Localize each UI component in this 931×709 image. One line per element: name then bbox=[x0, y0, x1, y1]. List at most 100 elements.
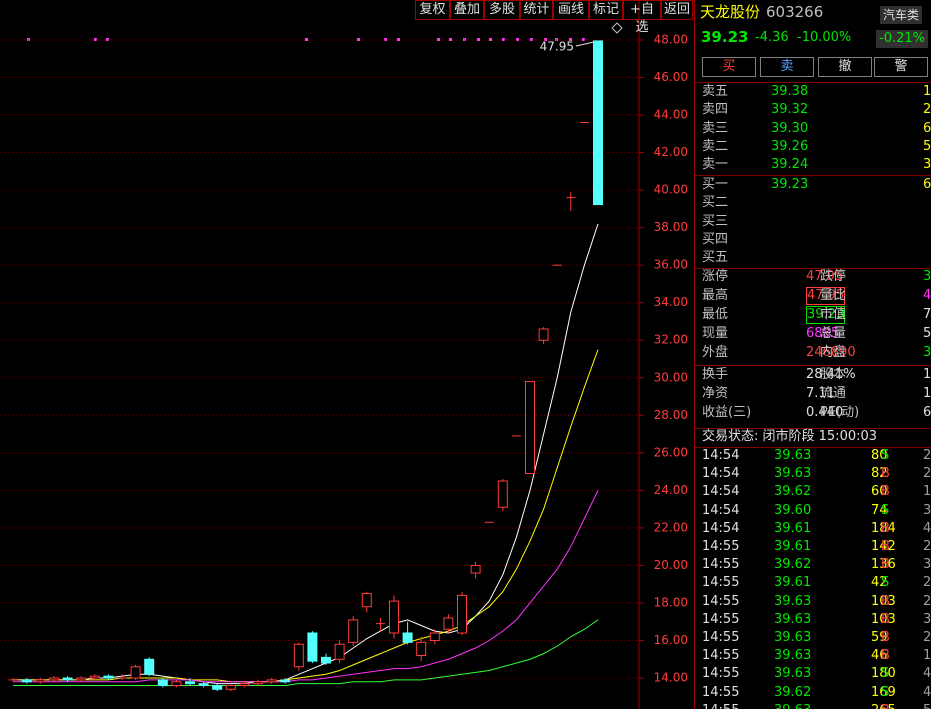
book-label: 卖一 bbox=[702, 157, 729, 173]
max-annotation: 47.95 bbox=[540, 40, 574, 54]
stat-value r: 6885 bbox=[806, 326, 840, 341]
trade-price: 39.63 bbox=[774, 666, 812, 682]
trade-side: S bbox=[881, 448, 890, 463]
trade-volume r: 103 bbox=[871, 593, 896, 609]
trade-time: 14:55 bbox=[702, 575, 740, 591]
trade-price: 39.63 bbox=[774, 593, 812, 609]
candle-body bbox=[593, 40, 603, 206]
trade-time: 14:55 bbox=[702, 684, 740, 700]
toolbar-button[interactable]: +自选 bbox=[623, 0, 661, 35]
trade-time: 14:55 bbox=[702, 702, 739, 709]
book-label: 卖五 bbox=[702, 84, 729, 99]
candle-body bbox=[185, 681, 195, 685]
candle-body bbox=[334, 643, 345, 660]
toolbar-button[interactable]: 标记 bbox=[589, 0, 623, 20]
trade-price: 39.62 bbox=[774, 684, 812, 700]
candle-body bbox=[157, 679, 168, 687]
trade-price: 39.63 bbox=[774, 448, 812, 463]
trade-price: 39.63 bbox=[774, 702, 811, 709]
candle-body bbox=[76, 677, 87, 681]
stat-label: 股本 bbox=[820, 367, 847, 382]
candle-body bbox=[62, 677, 73, 681]
separator bbox=[695, 365, 931, 366]
trade-time: 14:54 bbox=[702, 466, 740, 482]
stat-label: 量比 bbox=[820, 288, 847, 303]
y-tick-label: 20.00 bbox=[654, 558, 688, 572]
trade-count r: 23 bbox=[923, 448, 931, 463]
trade-count r: 25 bbox=[923, 630, 931, 645]
trade-price: 39.62 bbox=[774, 557, 812, 573]
trade-side: B bbox=[881, 539, 890, 554]
trade-button[interactable]: 买 bbox=[702, 57, 756, 77]
y-tick-label: 26.00 bbox=[654, 445, 688, 459]
candle-body bbox=[225, 685, 236, 690]
stat-value r: 318050 bbox=[923, 345, 931, 360]
y-tick-label: 40.00 bbox=[654, 183, 688, 197]
toolbar-button[interactable]: 复权 bbox=[415, 0, 450, 20]
trade-side: B bbox=[881, 484, 890, 500]
stat-value r: 564940 bbox=[923, 326, 931, 341]
toolbar-button[interactable]: 叠加 bbox=[450, 0, 484, 20]
trade-volume r: 136 bbox=[871, 557, 896, 573]
book-price: 39.23 bbox=[771, 177, 809, 192]
trade-button[interactable]: 警 bbox=[874, 57, 928, 77]
trade-button[interactable]: 撤 bbox=[818, 57, 872, 77]
trade-time: 14:55 bbox=[702, 611, 740, 627]
y-tick-label: 30.00 bbox=[654, 370, 688, 384]
trade-side: B bbox=[881, 702, 890, 709]
stat-value r: 246890 bbox=[806, 345, 856, 360]
kline-chart: 47.95 48.00 46.00 44.00 42.00 40.00 38.00 36.0… bbox=[0, 0, 688, 709]
candle-body bbox=[280, 679, 291, 683]
candle-body bbox=[416, 641, 427, 657]
stat-label: 外盘 bbox=[702, 345, 729, 360]
trade-side: B bbox=[881, 630, 890, 645]
trade-side: S bbox=[881, 575, 890, 591]
toolbar-button[interactable]: 统计 bbox=[520, 0, 553, 20]
y-tick-label: 42.00 bbox=[654, 145, 688, 159]
candle-body bbox=[470, 564, 481, 574]
stat-value r: 47.95 bbox=[806, 269, 844, 284]
book-label: 买一 bbox=[702, 177, 729, 192]
candle-body bbox=[239, 683, 250, 687]
trade-price: 39.63 bbox=[774, 648, 812, 664]
stat-value r: 1.99亿 bbox=[923, 367, 931, 382]
trade-side: B bbox=[881, 466, 890, 482]
trade-button[interactable]: 卖 bbox=[760, 57, 814, 77]
trade-count r: 47 bbox=[923, 666, 931, 682]
book-label: 卖二 bbox=[702, 138, 729, 154]
candle-body bbox=[525, 381, 535, 474]
toolbar-button[interactable]: 返回 bbox=[661, 0, 693, 20]
trade-volume r: 169 bbox=[871, 684, 896, 700]
stat-label: 最低 bbox=[702, 307, 729, 322]
trade-time: 14:54 bbox=[702, 520, 740, 536]
toolbar-button[interactable]: 画线 bbox=[553, 0, 589, 20]
candle-body bbox=[212, 685, 223, 690]
toolbar-button[interactable]: 多股 bbox=[484, 0, 520, 20]
stat-label: 涨停 bbox=[702, 269, 729, 284]
candle-body bbox=[144, 658, 155, 675]
trade-volume r: 80 bbox=[871, 448, 888, 463]
trade-volume r: 74 bbox=[871, 502, 888, 518]
trade-volume r: 142 bbox=[871, 539, 896, 554]
trade-side: B bbox=[881, 648, 890, 664]
sector: 汽车类 bbox=[880, 6, 923, 24]
separator bbox=[695, 175, 931, 176]
annotation-arrow bbox=[575, 41, 595, 47]
y-tick-label: 32.00 bbox=[654, 333, 688, 347]
trade-side: B bbox=[881, 593, 890, 609]
book-price: 39.32 bbox=[771, 102, 809, 118]
stat-value r: 0.440 bbox=[806, 405, 844, 420]
trade-price: 39.61 bbox=[774, 575, 812, 591]
book-volume r: 66 bbox=[923, 120, 931, 136]
diamond-icon bbox=[611, 22, 623, 34]
book-volume r: 5 bbox=[923, 138, 931, 154]
trade-time: 14:54 bbox=[702, 484, 740, 500]
trade-volume r: 82 bbox=[871, 466, 888, 482]
stat-label: 现量 bbox=[702, 326, 729, 341]
price: 39.23 bbox=[701, 28, 749, 46]
candle-body bbox=[497, 480, 508, 508]
candle-body bbox=[130, 666, 141, 679]
stock-code: 603266 bbox=[766, 3, 824, 21]
moving-average bbox=[13, 490, 599, 683]
trade-price: 39.60 bbox=[774, 502, 812, 518]
